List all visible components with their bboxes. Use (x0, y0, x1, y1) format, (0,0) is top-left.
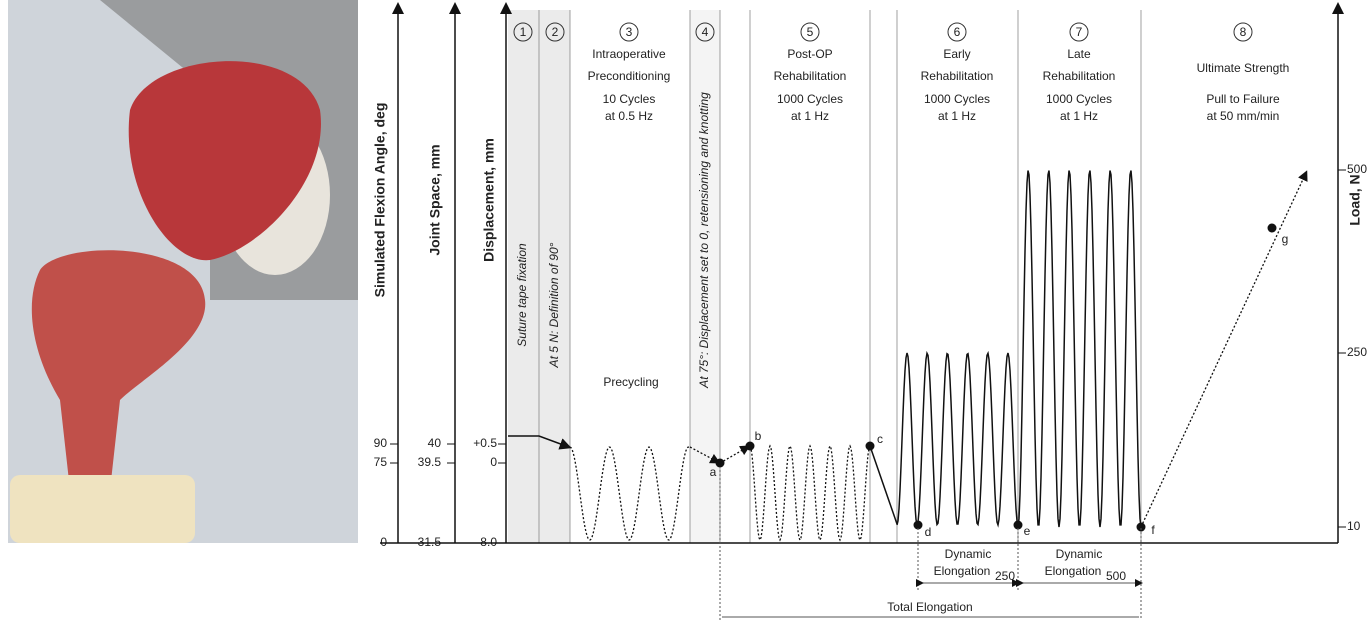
phase-text: Post-OP (787, 47, 832, 61)
elongation-label: Total Elongation (887, 600, 972, 614)
point (866, 442, 875, 451)
tick-label: 75 (374, 455, 388, 469)
phase-text: Rehabilitation (774, 69, 847, 83)
phase-number: 2 (552, 25, 559, 39)
tick-label: -8.0 (476, 535, 497, 549)
axis-title: Joint Space, mm (427, 144, 443, 255)
point (1137, 523, 1146, 532)
tick-label: 10 (1347, 519, 1361, 533)
phase-text: Pull to Failure (1206, 92, 1280, 106)
curve-dotted (750, 446, 870, 540)
phase-text: 10 Cycles (603, 92, 656, 106)
phase-text: at 50 mm/min (1207, 109, 1280, 123)
curve-dotted (720, 448, 746, 463)
phase-text: Early (943, 47, 970, 61)
photo (8, 0, 358, 543)
axis-title: Load, N (1347, 174, 1363, 225)
phase-text: 1000 Cycles (777, 92, 843, 106)
tick-label: 39.5 (418, 455, 442, 469)
axis-title: Displacement, mm (481, 138, 497, 262)
phase-text: at 1 Hz (938, 109, 976, 123)
point (716, 459, 725, 468)
curve-solid (870, 446, 897, 524)
tick-label: 40 (428, 436, 442, 450)
phase-number: 7 (1076, 25, 1083, 39)
tick-label: +0.5 (473, 436, 497, 450)
phase-text: at 0.5 Hz (605, 109, 653, 123)
phase-text: Preconditioning (588, 69, 671, 83)
phase-number: 4 (702, 25, 709, 39)
phase-number: 8 (1240, 25, 1247, 39)
phase-text: Rehabilitation (1043, 69, 1116, 83)
point-label: a (710, 465, 717, 479)
phase-number: 6 (954, 25, 961, 39)
elongation-label: Elongation (934, 564, 991, 578)
elongation-label: Dynamic (1056, 547, 1103, 561)
elongation-label: Dynamic (945, 547, 992, 561)
tick-label: 0 (490, 455, 497, 469)
phase-text: 1000 Cycles (924, 92, 990, 106)
curve-solid (1018, 171, 1141, 528)
tick-label: 90 (374, 436, 388, 450)
point (746, 442, 755, 451)
point-label: b (755, 429, 762, 443)
phase-note: Suture tape fixation (515, 243, 529, 347)
elongation-subscript: 250 (995, 569, 1015, 583)
phase-text: Rehabilitation (921, 69, 994, 83)
figure: Simulated Flexion Angle, deg90750Joint S… (0, 0, 1371, 620)
elongation-label: Elongation (1045, 564, 1102, 578)
curve-solid (897, 353, 1018, 525)
point (1268, 224, 1277, 233)
curve-dotted (570, 447, 690, 540)
point-label: d (925, 525, 932, 539)
phase-text: at 1 Hz (791, 109, 829, 123)
tick-label: 0 (380, 535, 387, 549)
elongation-subscript: 500 (1106, 569, 1126, 583)
point-label: c (877, 432, 883, 446)
phase-note: At 75°: Displacement set to 0, retension… (697, 92, 711, 389)
point-label: e (1024, 524, 1031, 538)
phase-number: 3 (626, 25, 633, 39)
tick-label: 500 (1347, 162, 1367, 176)
tick-label: 250 (1347, 345, 1367, 359)
phase-note: At 5 N: Definition of 90° (547, 242, 561, 368)
point-label: f (1151, 523, 1155, 537)
phase-text: 1000 Cycles (1046, 92, 1112, 106)
phase-text: at 1 Hz (1060, 109, 1098, 123)
phase-text: Late (1067, 47, 1091, 61)
phase-text: Intraoperative (592, 47, 666, 61)
precycling-label: Precycling (603, 375, 658, 389)
point-label: g (1282, 232, 1289, 246)
phase-number: 5 (807, 25, 814, 39)
phase-number: 1 (520, 25, 527, 39)
tick-label: 31.5 (418, 535, 442, 549)
curve-dotted (1141, 175, 1305, 527)
axis-title: Simulated Flexion Angle, deg (372, 103, 388, 298)
phase-text: Ultimate Strength (1197, 61, 1290, 75)
photo-base (10, 475, 195, 543)
